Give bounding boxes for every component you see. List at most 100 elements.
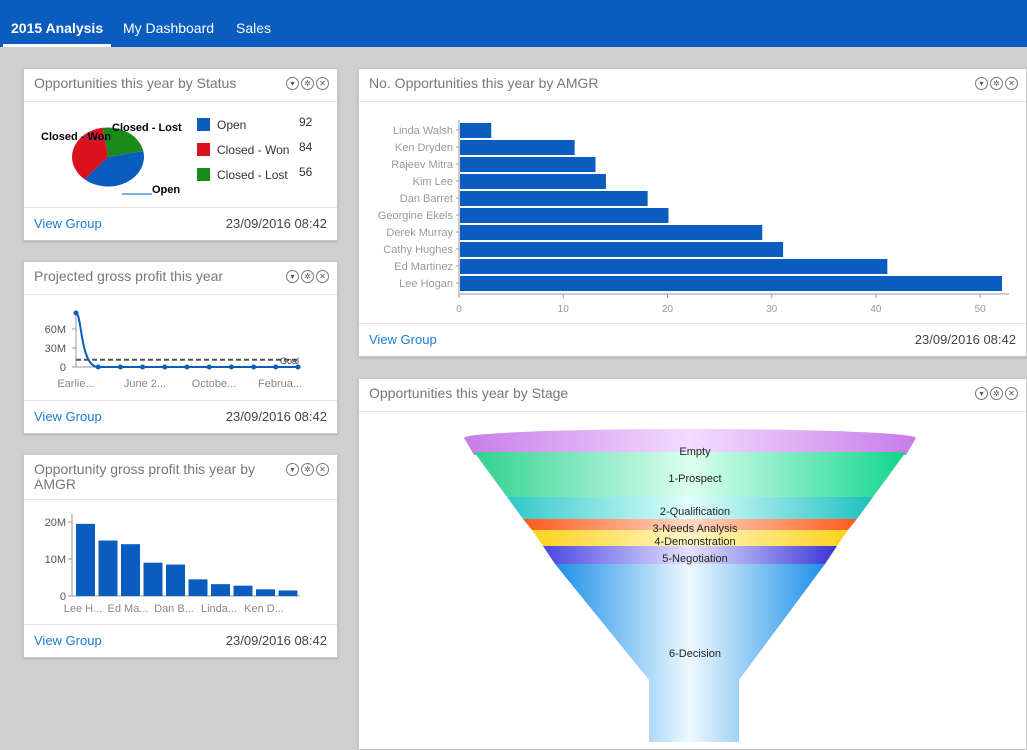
amgr-name-label: Kim Lee <box>413 176 453 188</box>
amgr-bar <box>460 140 575 155</box>
panel-title: Opportunities this year by Status <box>34 75 237 91</box>
gear-icon[interactable]: ✲ <box>990 77 1003 90</box>
legend-swatch-open <box>197 118 210 131</box>
tab-my-dashboard[interactable]: My Dashboard <box>123 20 215 36</box>
pie-label-lost: Closed - Lost <box>112 122 182 134</box>
projected-point <box>162 364 168 370</box>
stage-panel: Opportunities this year by Stage ▾ ✲ ✕ <box>358 378 1027 750</box>
x-tick-label: Lee H... <box>64 603 103 615</box>
panel-controls: ▾ ✲ ✕ <box>975 77 1018 90</box>
close-icon[interactable]: ✕ <box>316 270 329 283</box>
amgr-name-label: Linda Walsh <box>393 125 453 137</box>
close-icon[interactable]: ✕ <box>1005 77 1018 90</box>
collapse-icon[interactable]: ▾ <box>975 77 988 90</box>
funnel-segment-demonstration <box>532 530 848 546</box>
gross-bar <box>166 564 185 596</box>
pie-slice-closed-lost <box>102 127 144 157</box>
gross-bar <box>211 584 230 596</box>
close-icon[interactable]: ✕ <box>316 463 329 476</box>
legend-value-open: 92 <box>299 115 313 129</box>
panel-header: Projected gross profit this year ▾ ✲ ✕ <box>24 262 337 295</box>
panel-footer: View Group 23/09/2016 08:42 <box>24 400 337 433</box>
y-tick-label: 30M <box>45 343 66 355</box>
projected-point <box>295 364 301 370</box>
panel-title: Opportunity gross profit this year by AM… <box>34 461 255 492</box>
funnel-segment-prospect <box>474 452 906 497</box>
timestamp: 23/09/2016 08:42 <box>225 409 327 424</box>
gear-icon[interactable]: ✲ <box>301 270 314 283</box>
amgr-name-label: Ken Dryden <box>395 142 453 154</box>
amgr-bar <box>460 191 648 206</box>
x-tick-label: 30 <box>766 304 778 315</box>
stage-label: Empty <box>679 446 711 458</box>
stage-label: 1-Prospect <box>668 473 721 485</box>
x-tick-label: Linda... <box>201 603 237 615</box>
tab-sales[interactable]: Sales <box>236 20 272 36</box>
x-tick-label: 10 <box>558 304 570 315</box>
gear-icon[interactable]: ✲ <box>301 77 314 90</box>
legend-swatch-won <box>197 143 210 156</box>
x-tick-label: 20 <box>662 304 674 315</box>
stage-label: 2-Qualification <box>660 506 730 518</box>
amgr-name-label: Derek Murray <box>386 227 453 239</box>
collapse-icon[interactable]: ▾ <box>286 463 299 476</box>
panel-body: 20M 10M 0 Lee H... Ed Ma... Dan B... Lin… <box>24 500 337 625</box>
top-nav-bar: 2015 Analysis My Dashboard Sales <box>0 0 1027 47</box>
gear-icon[interactable]: ✲ <box>301 463 314 476</box>
panel-body: Linda Walsh Ken Dryden Rajeev Mitra Kim Lee… <box>359 102 1026 324</box>
projected-point <box>117 364 123 370</box>
goal-label: Goal <box>280 356 299 366</box>
view-group-link[interactable]: View Group <box>34 216 102 231</box>
amgr-bar <box>460 225 763 240</box>
stage-funnel-chart: Empty 1-Prospect 2-Qualification 3-Needs… <box>464 429 916 742</box>
x-tick-label: Februa... <box>258 378 302 390</box>
stage-label: 3-Needs Analysis <box>653 523 738 535</box>
close-icon[interactable]: ✕ <box>316 77 329 90</box>
x-tick-label: Octobe... <box>192 378 237 390</box>
gear-icon[interactable]: ✲ <box>990 387 1003 400</box>
close-icon[interactable]: ✕ <box>1005 387 1018 400</box>
gross-bar <box>256 589 275 596</box>
panel-header: No. Opportunities this year by AMGR ▾ ✲ … <box>359 69 1026 102</box>
view-group-link[interactable]: View Group <box>34 633 102 648</box>
amgr-bar <box>460 259 888 274</box>
x-tick-label: Earlie... <box>57 378 94 390</box>
legend-value-won: 84 <box>299 140 313 154</box>
legend-swatch-lost <box>197 168 210 181</box>
panel-body: Empty 1-Prospect 2-Qualification 3-Needs… <box>359 412 1026 750</box>
panel-controls: ▾ ✲ ✕ <box>286 77 329 90</box>
projected-profit-panel: Projected gross profit this year ▾ ✲ ✕ 6… <box>23 261 338 434</box>
timestamp: 23/09/2016 08:42 <box>225 633 327 648</box>
funnel-segment-qualification <box>507 497 873 519</box>
amgr-bar <box>460 208 669 223</box>
funnel-segment-empty-body <box>464 438 916 455</box>
x-tick-label: Ed Ma... <box>108 603 149 615</box>
view-group-link[interactable]: View Group <box>369 332 437 347</box>
tab-2015-analysis[interactable]: 2015 Analysis <box>3 0 112 47</box>
gross-bar <box>143 562 163 596</box>
x-tick-label: 50 <box>975 304 987 315</box>
view-group-link[interactable]: View Group <box>34 409 102 424</box>
gross-bar <box>98 540 118 596</box>
panel-controls: ▾ ✲ ✕ <box>975 387 1018 400</box>
pie-slice-closed-won <box>72 127 108 180</box>
panel-title: No. Opportunities this year by AMGR <box>369 75 599 91</box>
amgr-name-label: Rajeev Mitra <box>391 159 454 171</box>
panel-header: Opportunity gross profit this year by AM… <box>24 455 337 500</box>
projected-point <box>95 364 101 370</box>
funnel-segment-decision <box>555 564 825 742</box>
amgr-panel: No. Opportunities this year by AMGR ▾ ✲ … <box>358 68 1027 357</box>
panel-title: Opportunities this year by Stage <box>369 385 569 401</box>
collapse-icon[interactable]: ▾ <box>286 270 299 283</box>
status-legend: Open 92 Closed - Won 84 Closed - Lost 56 <box>197 115 313 182</box>
gross-bar <box>278 590 298 596</box>
y-tick-label: 20M <box>45 517 66 529</box>
stage-label: 6-Decision <box>669 648 721 660</box>
collapse-icon[interactable]: ▾ <box>286 77 299 90</box>
y-tick-label: 0 <box>60 591 66 603</box>
y-tick-label: 60M <box>45 324 66 336</box>
x-tick-label: Ken D... <box>244 603 284 615</box>
collapse-icon[interactable]: ▾ <box>975 387 988 400</box>
y-tick-label: 0 <box>60 362 66 374</box>
legend-value-lost: 56 <box>299 165 313 179</box>
